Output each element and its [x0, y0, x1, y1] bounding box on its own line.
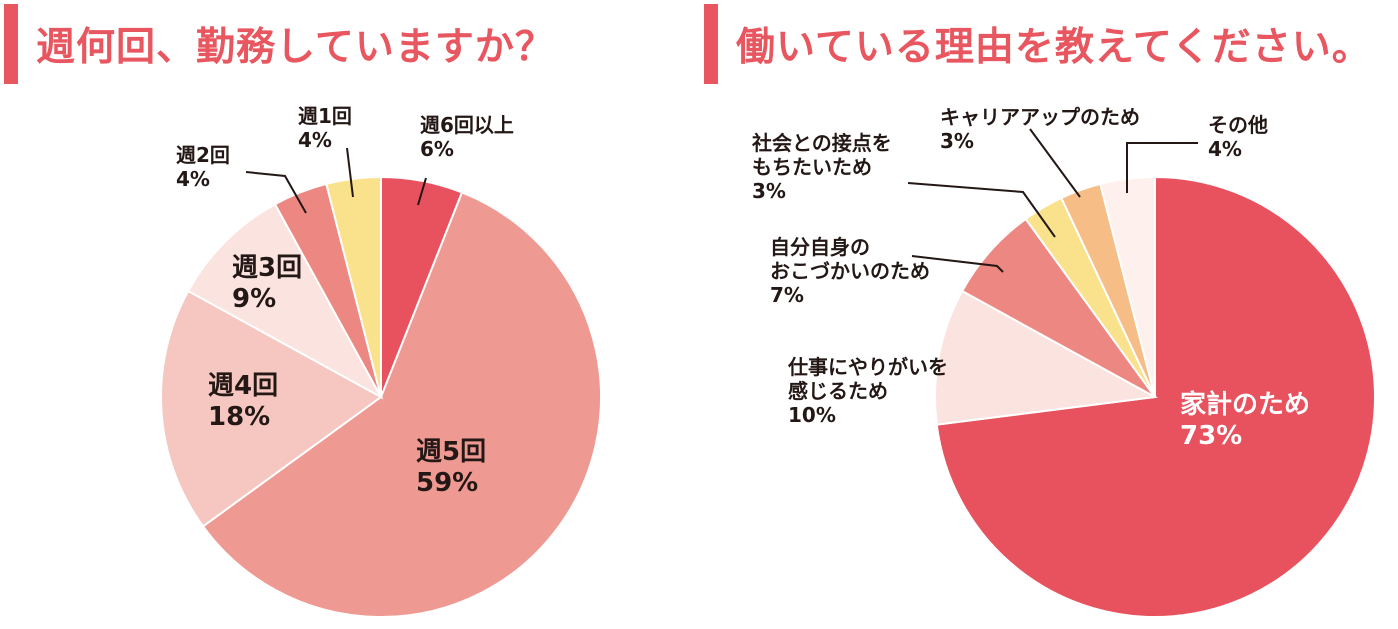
right-leader-career — [1029, 128, 1081, 198]
left-label-1: 週1回 4% — [298, 104, 352, 152]
left-label-6plus: 週6回以上 6% — [420, 113, 514, 161]
left-label-4: 週4回 18% — [208, 371, 278, 432]
right-leader-pocket-money — [911, 255, 1004, 273]
left-pie-slice-2 — [160, 289, 383, 528]
right-label-career: キャリアアップのため 3% — [940, 105, 1140, 153]
left-label-6plus-line-1: 6% — [420, 137, 454, 161]
left-title-accent-bar — [4, 4, 18, 84]
right-label-rewarding-line-1: 感じるため — [788, 379, 888, 403]
right-label-social-line-0: 社会との接点を — [751, 131, 892, 155]
right-leader-social — [907, 182, 1056, 238]
right-label-household-line-1: 73% — [1180, 421, 1242, 451]
left-label-3-line-0: 週3回 — [232, 253, 302, 283]
right-chart-title: 働いている理由を教えてください。 — [704, 4, 1372, 84]
left-label-2-line-1: 4% — [176, 167, 210, 191]
left-label-4-line-1: 18% — [208, 402, 270, 432]
right-label-social: 社会との接点をもちたいため 3% — [751, 131, 892, 203]
left-pie-slice-3 — [186, 202, 384, 400]
left-label-3-line-1: 9% — [232, 284, 276, 314]
right-label-other: その他 4% — [1208, 113, 1268, 161]
left-pie-chart: 週6回以上 6%週5回 59%週4回 18%週3回 9%週2回 4%週1回 4% — [160, 104, 602, 618]
right-label-social-line-1: もちたいため — [752, 155, 872, 179]
right-label-rewarding: 仕事にやりがいを感じるため 10% — [787, 355, 948, 427]
left-leader-1 — [346, 147, 354, 198]
left-label-5-line-0: 週5回 — [416, 437, 486, 467]
right-label-rewarding-line-0: 仕事にやりがいを — [787, 355, 948, 379]
left-label-2-line-0: 週2回 — [176, 143, 230, 167]
right-label-pocket-money-line-2: 7% — [770, 283, 804, 307]
left-label-5-line-1: 59% — [416, 468, 478, 498]
right-label-career-line-0: キャリアアップのため — [940, 105, 1140, 129]
right-pie-chart: 家計のため 73% 仕事にやりがいを感じるため 10% 自分自身のおこづかいのため 7% 社… — [751, 105, 1376, 618]
right-label-pocket-money-line-1: おこづかいのため — [770, 259, 930, 283]
right-label-other-line-1: 4% — [1208, 137, 1242, 161]
right-label-other-line-0: その他 — [1208, 113, 1268, 137]
right-label-household: 家計のため 73% — [1180, 389, 1310, 451]
left-label-1-line-1: 4% — [298, 128, 332, 152]
left-label-5: 週5回 59% — [416, 437, 486, 498]
left-label-3: 週3回 9% — [232, 253, 302, 314]
left-label-2: 週2回 4% — [176, 143, 230, 191]
left-chart-title: 週何回、勤務していますか？ — [4, 4, 555, 84]
right-label-rewarding-line-2: 10% — [788, 403, 836, 427]
left-label-1-line-0: 週1回 — [298, 104, 352, 128]
right-leader-other — [1126, 142, 1198, 193]
right-label-pocket-money: 自分自身のおこづかいのため 7% — [770, 235, 930, 307]
left-label-4-line-0: 週4回 — [208, 371, 278, 401]
left-pie-slice-1 — [201, 191, 602, 618]
left-label-6plus-line-0: 週6回以上 — [420, 113, 514, 137]
right-pie-slice-1 — [934, 289, 1159, 426]
right-title-text: 働いている理由を教えてください。 — [736, 25, 1372, 70]
right-label-pocket-money-line-0: 自分自身の — [770, 235, 870, 259]
left-pie-slice-5 — [325, 175, 382, 398]
right-label-household-line-0: 家計のため — [1180, 389, 1310, 420]
right-label-social-line-2: 3% — [752, 179, 786, 203]
left-leader-2 — [245, 171, 307, 214]
right-title-accent-bar — [704, 4, 718, 84]
left-leader-6plus — [417, 177, 427, 206]
right-label-career-line-1: 3% — [940, 129, 974, 153]
left-title-text: 週何回、勤務していますか？ — [36, 25, 555, 70]
